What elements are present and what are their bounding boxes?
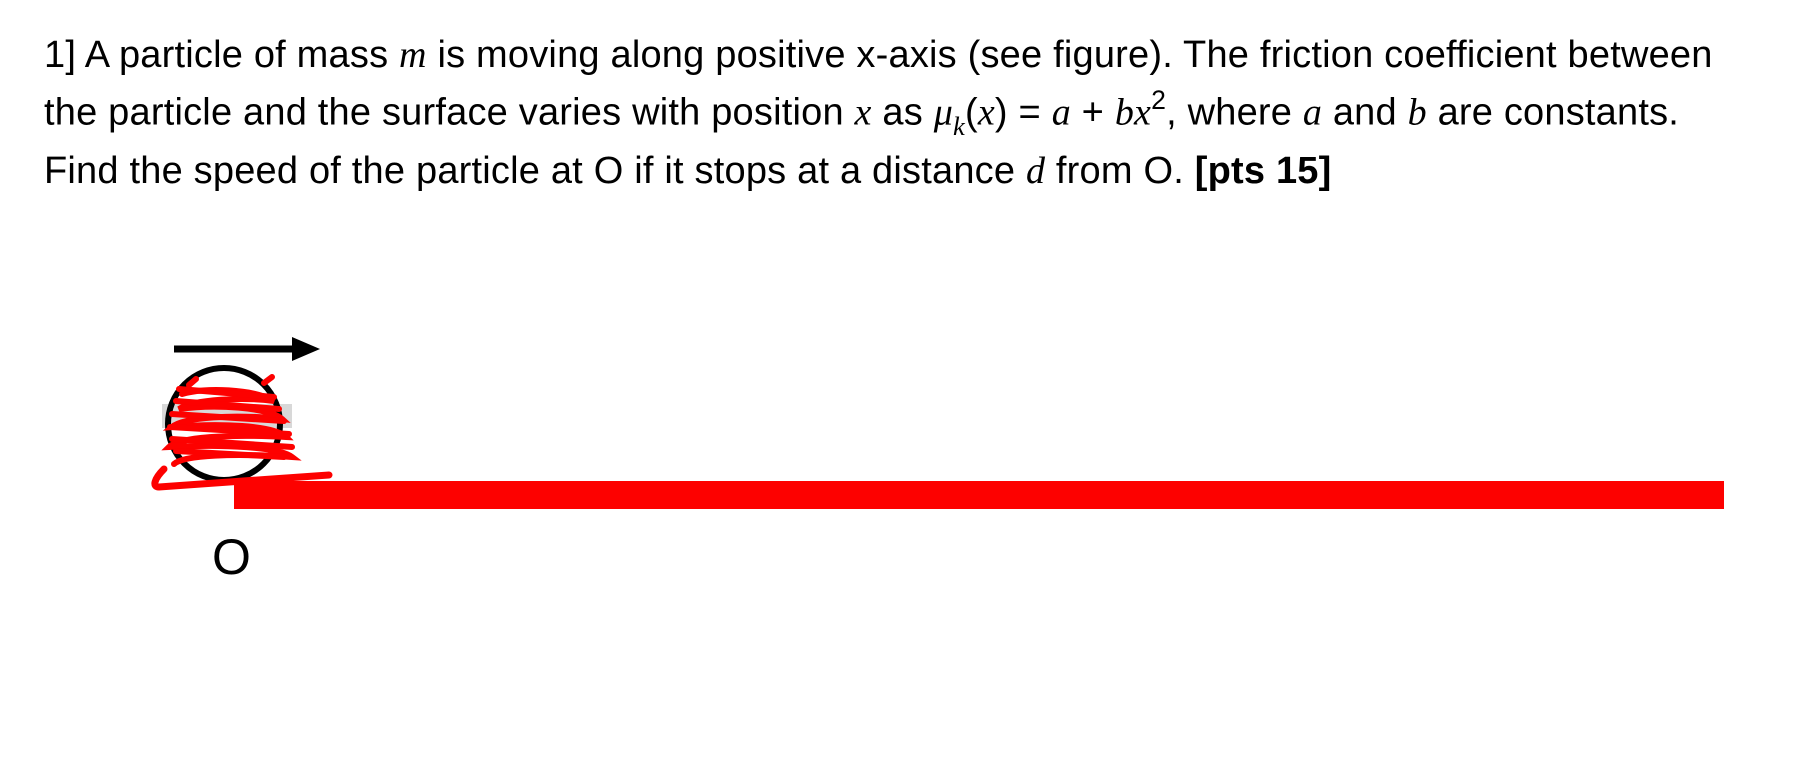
exp-2: 2 [1151, 85, 1166, 115]
motion-arrow-icon [174, 337, 320, 361]
scribble-icon [155, 377, 329, 487]
var-b2: b [1408, 92, 1427, 134]
var-d: d [1026, 150, 1045, 192]
points-label: [pts 15] [1195, 150, 1332, 192]
var-m: m [399, 34, 427, 76]
var-b: b [1115, 92, 1134, 134]
var-mu: μ [934, 92, 953, 134]
question-number: 1] [44, 34, 85, 76]
text-1: A particle of mass [85, 34, 399, 76]
var-x2: x [1134, 92, 1151, 134]
problem-statement: 1] A particle of mass m is moving along … [44, 28, 1763, 199]
track-bar [234, 481, 1724, 509]
text-3: as [872, 92, 934, 134]
var-mu-sub: k [953, 111, 965, 141]
var-a: a [1052, 92, 1071, 134]
figure: O [124, 319, 1763, 599]
figure-svg: O [124, 319, 1744, 599]
var-mu-arg: x [978, 92, 995, 134]
paren-open: ( [965, 92, 978, 134]
var-x: x [855, 92, 872, 134]
plus: + [1071, 92, 1115, 134]
origin-label: O [212, 529, 251, 585]
paren-close-eq: ) = [995, 92, 1052, 134]
var-a2: a [1303, 92, 1322, 134]
text-5: and [1322, 92, 1408, 134]
text-7: from O. [1045, 150, 1195, 192]
text-4: , where [1166, 92, 1303, 134]
